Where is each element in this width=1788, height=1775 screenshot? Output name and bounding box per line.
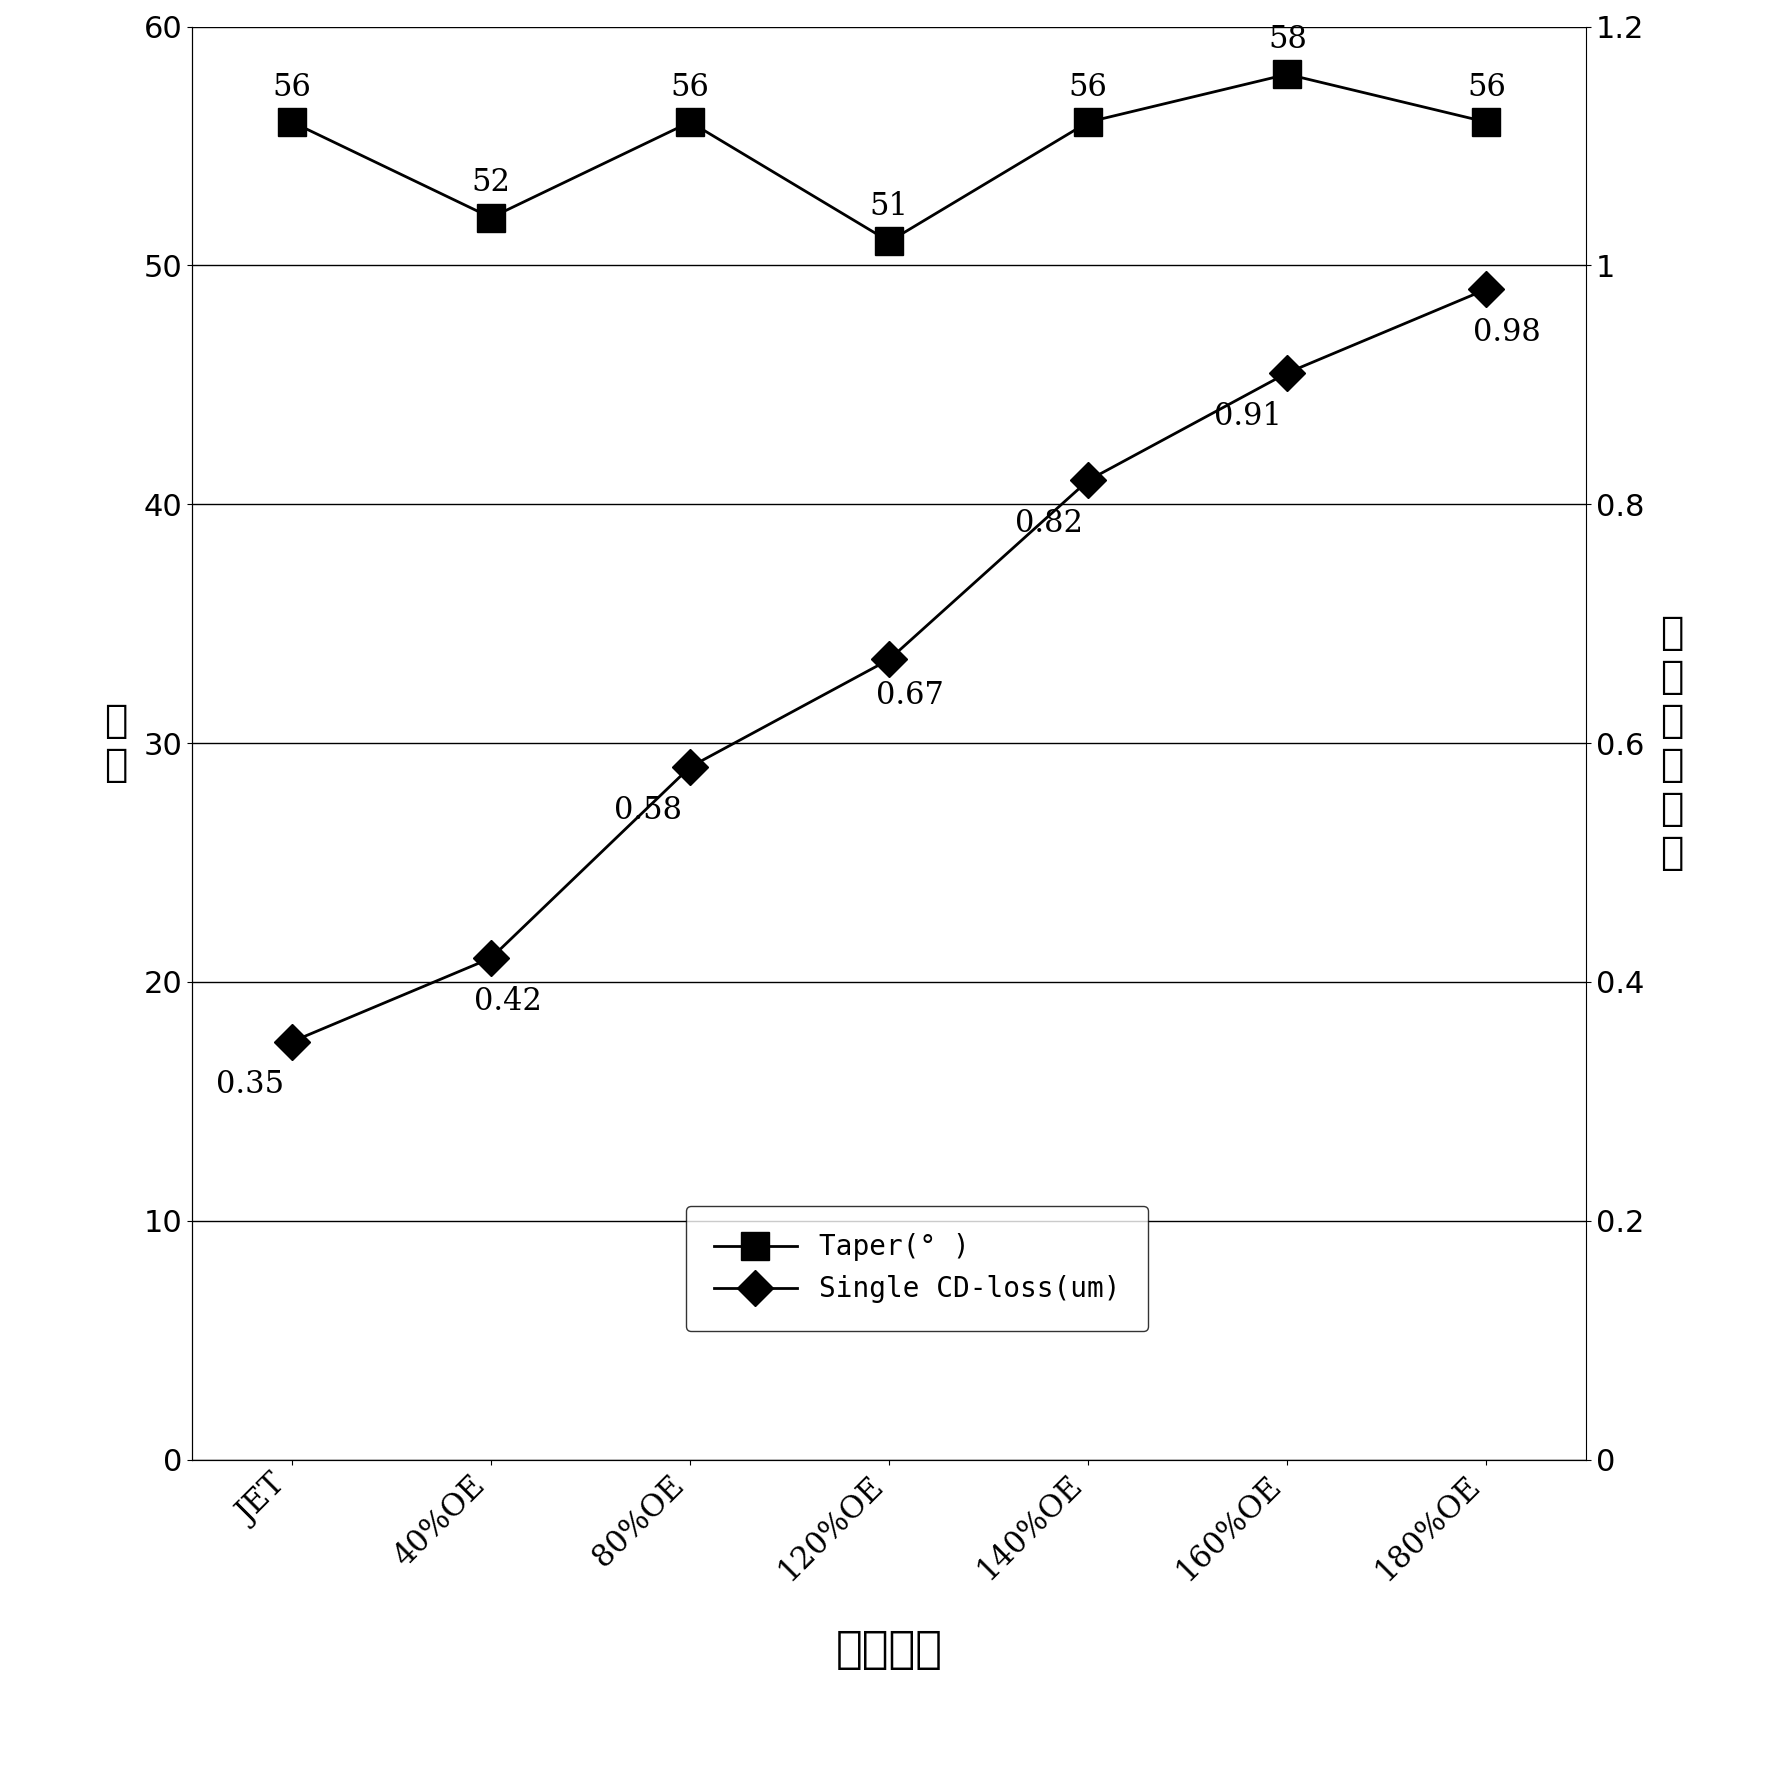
Text: 0.82: 0.82: [1016, 508, 1084, 540]
Text: 58: 58: [1268, 23, 1307, 55]
X-axis label: 蚕刻时间: 蚕刻时间: [835, 1628, 942, 1672]
Text: 52: 52: [472, 167, 511, 199]
Text: 56: 56: [272, 71, 311, 103]
Text: 56: 56: [670, 71, 710, 103]
Text: 0.67: 0.67: [876, 680, 944, 712]
Y-axis label: 临
界
尺
寸
损
失: 临 界 尺 寸 损 失: [1661, 614, 1684, 872]
Text: 51: 51: [869, 192, 908, 222]
Text: 0.91: 0.91: [1214, 401, 1282, 431]
Text: 0.98: 0.98: [1473, 318, 1541, 348]
Text: 0.42: 0.42: [474, 985, 542, 1017]
Text: 56: 56: [1466, 71, 1505, 103]
Text: 56: 56: [1069, 71, 1109, 103]
Legend: Taper(° ), Single CD-loss(um): Taper(° ), Single CD-loss(um): [687, 1205, 1148, 1331]
Y-axis label: 锥
角: 锥 角: [104, 703, 127, 785]
Text: 0.35: 0.35: [216, 1069, 284, 1100]
Text: 0.58: 0.58: [615, 795, 683, 825]
